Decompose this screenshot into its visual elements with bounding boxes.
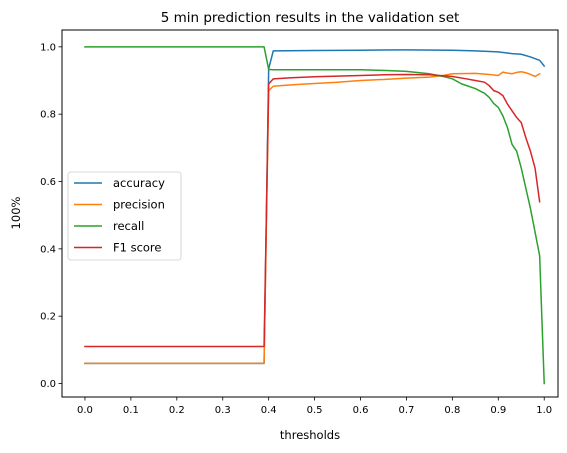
x-tick-label: 0.0 <box>77 405 93 416</box>
plot-lines <box>84 46 546 385</box>
y-axis-label: 100% <box>9 196 23 229</box>
y-tick-label: 0.8 <box>40 110 56 121</box>
x-tick-label: 0.2 <box>169 405 185 416</box>
x-tick-label: 0.5 <box>307 405 323 416</box>
x-tick-label: 1.0 <box>536 405 552 416</box>
x-tick-label: 0.9 <box>490 405 506 416</box>
plot-frame <box>61 29 559 398</box>
x-axis-label: thresholds <box>280 428 340 442</box>
x-tick-label: 0.7 <box>398 405 414 416</box>
y-tick-label: 0.2 <box>40 312 56 323</box>
x-tick-label: 0.8 <box>444 405 460 416</box>
series-line-f1-score <box>84 73 541 348</box>
y-tick-label: 1.0 <box>40 42 56 53</box>
y-axis-ticks: 0.0 0.2 0.4 0.6 0.8 1.0 <box>40 42 62 390</box>
legend-label: precision <box>113 198 165 212</box>
y-tick-label: 0.4 <box>40 244 56 255</box>
series-line-recall <box>84 46 545 385</box>
x-tick-label: 0.6 <box>353 405 369 416</box>
legend-label: F1 score <box>113 241 162 255</box>
legend-label: accuracy <box>113 176 165 190</box>
legend: accuracy precision recall F1 score <box>67 171 182 261</box>
x-axis-ticks: 0.0 0.1 0.2 0.3 0.4 0.5 0.6 0.7 0.8 0.9 1.0 <box>77 397 552 416</box>
x-tick-label: 0.1 <box>123 405 139 416</box>
legend-label: recall <box>113 219 144 233</box>
x-tick-label: 0.3 <box>215 405 231 416</box>
series-line-accuracy <box>84 49 546 365</box>
chart-title: 5 min prediction results in the validati… <box>161 10 460 26</box>
y-tick-label: 0.6 <box>40 177 56 188</box>
y-tick-label: 0.0 <box>40 379 56 390</box>
legend-box <box>67 171 182 261</box>
x-tick-label: 0.4 <box>261 405 277 416</box>
